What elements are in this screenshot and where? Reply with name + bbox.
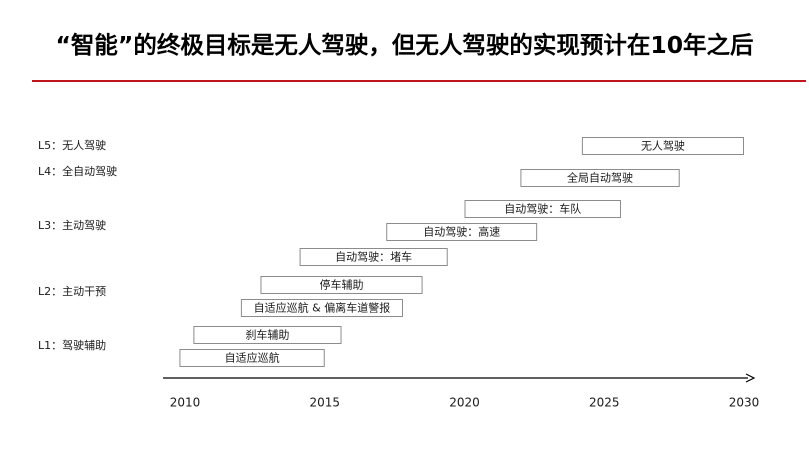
x-tick-label: 2010 — [170, 396, 201, 410]
timeline-bar: 自动驾驶：车队 — [464, 200, 622, 218]
level-label: L5：无人驾驶 — [38, 138, 106, 152]
timeline-bar-box — [386, 223, 538, 241]
level-label: L4：全自动驾驶 — [38, 164, 117, 178]
timeline-bar: 自适应巡航 — [179, 349, 325, 367]
level-labels: L5：无人驾驶 L4：全自动驾驶 L3：主动驾驶 L2：主动干预 L1：驾驶辅助 — [38, 138, 117, 352]
timeline-bar-box — [299, 248, 448, 266]
timeline-bar-box — [581, 137, 745, 155]
timeline-bar: 自动驾驶：高速 — [386, 223, 538, 241]
x-tick-label: 2015 — [309, 396, 340, 410]
timeline-bar-label: 自适应巡航 & 偏离车道警报 — [254, 301, 391, 315]
timeline-bar-box — [193, 326, 342, 344]
timeline-bar-label: 停车辅助 — [320, 278, 364, 292]
level-label: L3：主动驾驶 — [38, 218, 106, 232]
x-tick-label: 2025 — [589, 396, 620, 410]
timeline-bar: 刹车辅助 — [193, 326, 342, 344]
timeline-bar: 无人驾驶 — [581, 137, 745, 155]
timeline-bar-label: 刹车辅助 — [245, 328, 289, 342]
timeline-bar-box — [260, 276, 423, 294]
title-divider — [32, 80, 806, 82]
timeline-bar-label: 自动驾驶：堵车 — [335, 250, 412, 264]
timeline-bar-label: 无人驾驶 — [641, 139, 685, 153]
timeline-bar-label: 自动驾驶：车队 — [504, 202, 581, 216]
x-axis-arrow-icon — [745, 373, 756, 383]
x-tick-label: 2020 — [449, 396, 480, 410]
timeline-bar: 全局自动驾驶 — [520, 169, 680, 187]
timeline-bar-label: 全局自动驾驶 — [567, 171, 633, 185]
timeline-bar-box — [464, 200, 622, 218]
timeline-bar-box — [179, 349, 325, 367]
x-tick-label: 2030 — [729, 396, 760, 410]
level-label: L1：驾驶辅助 — [38, 338, 106, 352]
timeline-bars: 无人驾驶全局自动驾驶自动驾驶：车队自动驾驶：高速自动驾驶：堵车停车辅助自适应巡航… — [179, 137, 745, 367]
timeline-bar: 停车辅助 — [260, 276, 423, 294]
timeline-bar: 自动驾驶：堵车 — [299, 248, 448, 266]
level-label: L2：主动干预 — [38, 285, 106, 298]
timeline-bar-label: 自动驾驶：高速 — [423, 225, 500, 239]
time-axis: 2010 2015 2020 2025 2030 — [163, 373, 760, 410]
timeline-bar-label: 自适应巡航 — [225, 351, 280, 365]
slide-title: “智能”的终极目标是无人驾驶，但无人驾驶的实现预计在10年之后 — [55, 31, 754, 59]
timeline-bar-box — [520, 169, 680, 187]
timeline-bar: 自适应巡航 & 偏离车道警报 — [240, 299, 404, 317]
timeline-bar-box — [240, 299, 404, 317]
